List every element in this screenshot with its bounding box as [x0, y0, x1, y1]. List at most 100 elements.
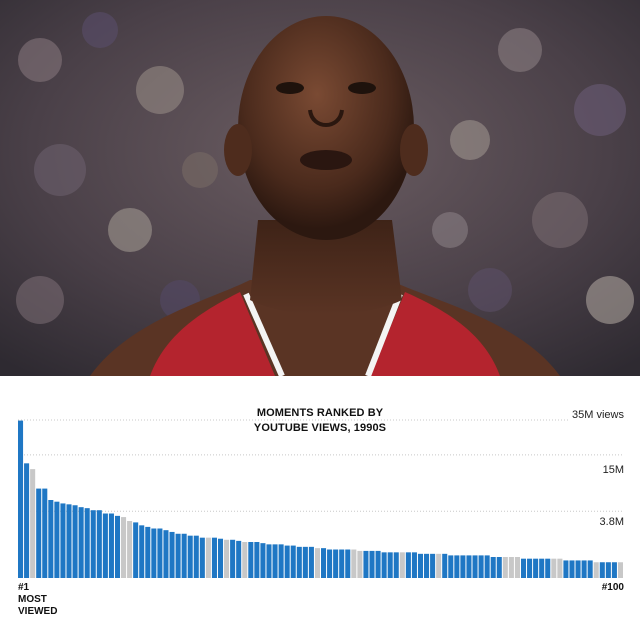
- bar-69: [430, 553, 436, 578]
- bar-25: [163, 530, 169, 578]
- x-start-label-line-3: VIEWED: [18, 606, 58, 617]
- bar-49: [308, 546, 314, 578]
- bar-61: [381, 552, 387, 578]
- bar-45: [284, 545, 290, 578]
- jersey-right: [370, 292, 500, 376]
- bar-38: [242, 542, 248, 578]
- bar-23: [151, 528, 157, 578]
- chart-svg: [18, 419, 624, 578]
- bar-24: [157, 528, 163, 578]
- x-start-label-line-2: MOST: [18, 594, 47, 605]
- bar-66: [411, 552, 417, 578]
- bar-88: [545, 558, 551, 578]
- bar-57: [357, 550, 363, 578]
- bar-80: [496, 557, 502, 578]
- bar-44: [278, 544, 284, 578]
- bar-65: [405, 552, 411, 578]
- bar-43: [272, 544, 278, 578]
- bar-17: [114, 515, 121, 578]
- y-tick-label-3-8m: 3.8M: [595, 516, 624, 529]
- bar-51: [321, 548, 327, 578]
- x-start-label-line-1: #1: [18, 582, 30, 593]
- bar-96: [593, 562, 599, 578]
- bar-20: [133, 522, 139, 578]
- bar-92: [569, 560, 575, 578]
- bar-79: [490, 557, 496, 578]
- bar-40: [254, 542, 260, 578]
- chart-panel: MOMENTS RANKED BY YOUTUBE VIEWS, 1990S 3…: [0, 376, 640, 640]
- bar-14: [96, 510, 102, 578]
- bar-71: [442, 553, 448, 578]
- bar-42: [266, 544, 272, 578]
- neck: [250, 220, 402, 315]
- bar-1: [18, 420, 24, 578]
- bar-77: [478, 555, 484, 578]
- bar-87: [539, 558, 545, 578]
- bar-53: [333, 549, 339, 578]
- chart-title-line-2: YOUTUBE VIEWS, 1990S: [253, 422, 387, 434]
- bar-19: [127, 521, 133, 578]
- bar-81: [502, 557, 508, 578]
- bar-89: [551, 558, 557, 578]
- bar-33: [211, 537, 217, 578]
- bar-27: [175, 533, 181, 578]
- bar-32: [205, 537, 211, 578]
- chart-title-line-1: MOMENTS RANKED BY: [256, 407, 384, 419]
- bar-54: [339, 549, 345, 578]
- bar-62: [387, 552, 393, 578]
- bar-63: [393, 552, 399, 578]
- bar-7: [54, 501, 60, 578]
- bar-12: [84, 508, 90, 578]
- bar-59: [369, 550, 375, 578]
- bar-41: [260, 543, 266, 578]
- bar-22: [145, 526, 151, 578]
- bar-21: [139, 525, 145, 578]
- bar-85: [527, 558, 533, 578]
- bar-10: [72, 505, 78, 578]
- bar-52: [327, 549, 333, 578]
- bar-98: [605, 562, 611, 578]
- bar-13: [90, 510, 96, 578]
- bar-99: [611, 562, 617, 578]
- bar-86: [533, 558, 539, 578]
- bar-55: [345, 549, 351, 578]
- bar-34: [217, 538, 224, 578]
- bar-72: [448, 555, 454, 578]
- bar-2: [24, 463, 30, 578]
- bar-93: [575, 560, 581, 578]
- bar-18: [121, 517, 127, 578]
- bar-82: [508, 557, 514, 578]
- bar-28: [181, 533, 187, 578]
- bar-73: [454, 555, 460, 578]
- bar-100: [617, 562, 623, 578]
- bar-36: [230, 539, 236, 578]
- bar-58: [363, 550, 369, 578]
- y-tick-label-35m: 35M views: [568, 409, 624, 422]
- y-tick-label-15m: 15M: [598, 464, 624, 477]
- bar-47: [296, 546, 302, 578]
- bar-76: [472, 555, 478, 578]
- bar-31: [199, 537, 205, 578]
- bar-29: [187, 535, 193, 578]
- bar-11: [78, 507, 84, 578]
- bar-64: [399, 552, 405, 578]
- bar-35: [224, 539, 230, 578]
- bar-60: [375, 550, 381, 578]
- bar-97: [599, 562, 605, 578]
- chart-title: MOMENTS RANKED BY YOUTUBE VIEWS, 1990S: [232, 406, 408, 436]
- bar-37: [236, 540, 242, 578]
- bar-6: [48, 500, 54, 578]
- bar-39: [248, 542, 254, 578]
- bar-70: [436, 553, 442, 578]
- photo-illustration: [0, 0, 640, 376]
- bar-16: [108, 513, 114, 578]
- bar-9: [66, 504, 72, 578]
- bar-46: [290, 545, 296, 578]
- bar-94: [581, 560, 587, 578]
- bar-67: [417, 553, 424, 578]
- bar-74: [460, 555, 466, 578]
- bar-3: [30, 469, 36, 578]
- bar-8: [60, 503, 66, 578]
- bar-30: [193, 535, 199, 578]
- hero-photo: [0, 0, 640, 376]
